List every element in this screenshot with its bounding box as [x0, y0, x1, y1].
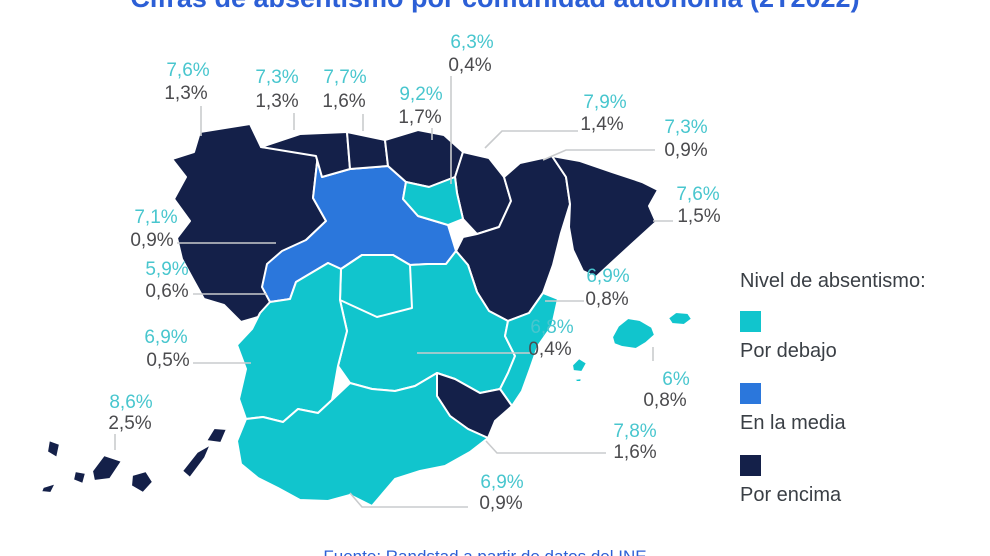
- region-madrid: [339, 254, 413, 318]
- region-valencia: [499, 292, 559, 407]
- leader-navarra: [484, 130, 578, 149]
- madrid-secondary: 0,6%: [145, 281, 188, 302]
- cataluna-secondary: 1,5%: [677, 206, 720, 227]
- legend-item-por-encima: Por encima: [740, 455, 985, 507]
- region-baleares: [571, 311, 693, 383]
- cataluna-rate: 7,6%: [676, 184, 719, 205]
- island-la-gomera: [72, 470, 87, 485]
- legend: Nivel de absentismo: Por debajo En la me…: [740, 270, 985, 527]
- region-andalucia: [236, 372, 489, 507]
- andalucia-rate: 6,9%: [480, 472, 523, 493]
- aragon-rate: 7,3%: [664, 117, 707, 138]
- legend-swatch-above-icon: [740, 455, 761, 476]
- navarra-rate: 7,9%: [583, 92, 626, 113]
- map-labels: 7,6% 1,3% 7,3% 1,3% 7,7% 1,6% 9,2% 1,7% …: [108, 32, 720, 514]
- castilla-la-mancha-secondary: 0,4%: [528, 339, 571, 360]
- island-menorca: [667, 311, 693, 326]
- murcia-secondary: 1,6%: [613, 442, 656, 463]
- source-note: Fuente: Randstad a partir de datos del I…: [0, 547, 970, 556]
- aragon-secondary: 0,9%: [664, 140, 707, 161]
- island-formentera: [574, 377, 583, 383]
- legend-swatch-average-icon: [740, 383, 761, 404]
- island-la-palma: [46, 439, 61, 459]
- navarra-secondary: 1,4%: [580, 114, 623, 135]
- asturias-secondary: 1,3%: [255, 91, 298, 112]
- legend-item-en-la-media: En la media: [740, 383, 985, 435]
- baleares-secondary: 0,8%: [643, 390, 686, 411]
- asturias-rate: 7,3%: [255, 67, 298, 88]
- pais-vasco-rate: 9,2%: [399, 84, 442, 105]
- castilla-leon-rate: 7,1%: [134, 207, 177, 228]
- extremadura-secondary: 0,5%: [146, 350, 189, 371]
- canarias-secondary: 2,5%: [108, 413, 151, 434]
- la-rioja-secondary: 0,4%: [448, 55, 491, 76]
- andalucia-secondary: 0,9%: [479, 493, 522, 514]
- galicia-rate: 7,6%: [166, 60, 209, 81]
- murcia-rate: 7,8%: [613, 421, 656, 442]
- baleares-rate: 6%: [662, 369, 690, 390]
- extremadura-rate: 6,9%: [144, 327, 187, 348]
- leader-andalucia: [349, 492, 468, 508]
- legend-swatch-below-icon: [740, 311, 761, 332]
- legend-item-por-debajo: Por debajo: [740, 311, 985, 363]
- legend-label-por-encima: Por encima: [740, 484, 842, 506]
- cantabria-rate: 7,7%: [323, 67, 366, 88]
- leader-aragon: [542, 149, 655, 161]
- leader-lines: [114, 76, 673, 508]
- region-canarias: [40, 427, 228, 494]
- pais-vasco-secondary: 1,7%: [398, 107, 441, 128]
- valencia-rate: 6,9%: [586, 266, 629, 287]
- island-mallorca: [611, 317, 656, 350]
- legend-label-en-la-media: En la media: [740, 412, 846, 434]
- canarias-rate: 8,6%: [109, 392, 152, 413]
- leader-murcia: [485, 440, 606, 454]
- legend-label-por-debajo: Por debajo: [740, 340, 837, 362]
- legend-title: Nivel de absentismo:: [740, 270, 926, 292]
- page-title: Cifras de absentismo por comunidad autón…: [0, 0, 990, 14]
- island-ibiza: [571, 357, 588, 373]
- island-gran-canaria: [130, 470, 154, 494]
- map-regions: [40, 123, 693, 507]
- island-lanzarote: [205, 427, 228, 444]
- island-tenerife: [91, 454, 123, 482]
- region-cataluna: [551, 155, 659, 278]
- valencia-secondary: 0,8%: [585, 289, 628, 310]
- island-el-hierro: [40, 482, 57, 494]
- castilla-la-mancha-rate: 6,8%: [530, 317, 573, 338]
- region-la-rioja: [402, 176, 464, 226]
- madrid-rate: 5,9%: [145, 259, 188, 280]
- castilla-leon-secondary: 0,9%: [130, 230, 173, 251]
- region-cantabria: [346, 131, 389, 170]
- island-fuerteventura: [181, 443, 212, 479]
- la-rioja-rate: 6,3%: [450, 32, 493, 53]
- cantabria-secondary: 1,6%: [322, 91, 365, 112]
- galicia-secondary: 1,3%: [164, 83, 207, 104]
